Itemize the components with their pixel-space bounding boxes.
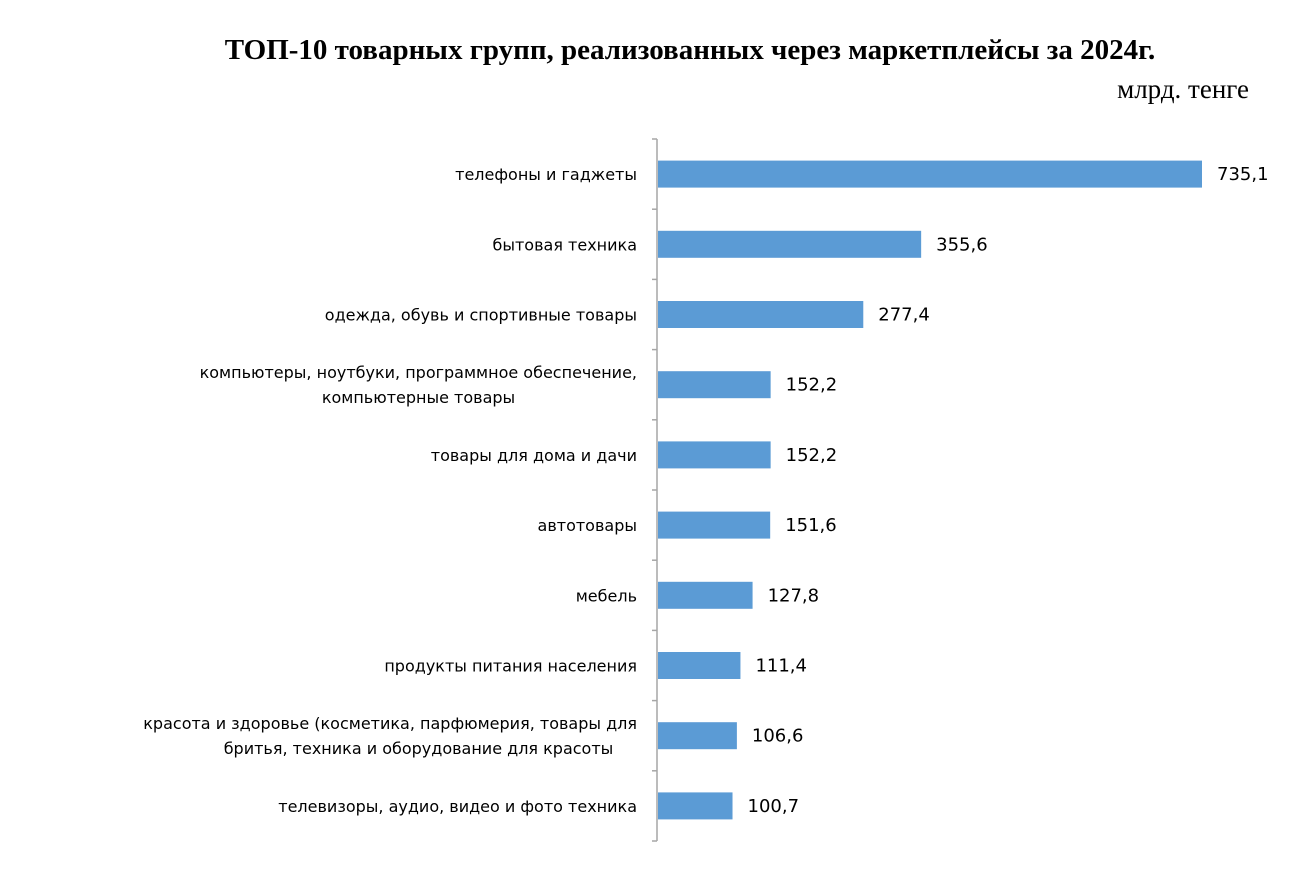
- bar: [658, 441, 771, 469]
- chart-title: ТОП-10 товарных групп, реализованных чер…: [224, 34, 1156, 66]
- category-label: телефоны и гаджеты: [455, 165, 637, 184]
- bar: [658, 511, 771, 539]
- bar: [658, 371, 771, 399]
- bar-value-label: 127,8: [768, 585, 820, 606]
- bar-value-label: 277,4: [878, 305, 930, 326]
- bar-value-label: 735,1: [1217, 164, 1269, 185]
- value-labels-group: 735,1 355,6 277,4 152,2 152,2 151,6 127,8 111,4…: [748, 164, 1269, 817]
- category-label: товары для дома и дачи: [431, 446, 637, 465]
- bar: [658, 301, 864, 328]
- bar-value-label: 355,6: [936, 234, 988, 255]
- bar: [658, 230, 922, 258]
- category-label: мебель: [576, 586, 637, 605]
- category-label: бытовая техника: [492, 235, 637, 254]
- category-labels-group: телефоны и гаджеты бытовая техника одежда,…: [143, 165, 637, 816]
- category-label: компьютерные товары: [322, 388, 515, 407]
- bar-value-label: 111,4: [755, 656, 807, 677]
- bar: [658, 722, 737, 750]
- category-label: одежда, обувь и спортивные товары: [325, 306, 637, 325]
- category-label: телевизоры, аудио, видео и фото техника: [278, 797, 637, 816]
- category-label: бритья, техника и оборудование для красо…: [224, 739, 614, 758]
- bar-value-label: 151,6: [785, 515, 837, 536]
- bar-value-label: 106,6: [752, 726, 804, 747]
- y-axis-group: [652, 138, 658, 842]
- category-label: автотовары: [538, 516, 637, 535]
- category-label: продукты питания населения: [384, 657, 637, 676]
- bar: [658, 160, 1202, 188]
- bars-group: [658, 160, 1202, 820]
- category-label: красота и здоровье (косметика, парфюмери…: [143, 714, 637, 733]
- bar-value-label: 100,7: [748, 796, 800, 817]
- bar: [658, 581, 753, 609]
- unit-label: млрд. тенге: [1117, 74, 1249, 104]
- bar-value-label: 152,2: [786, 445, 838, 466]
- category-label: компьютеры, ноутбуки, программное обеспе…: [200, 363, 637, 382]
- bar: [658, 792, 733, 820]
- bar: [658, 652, 741, 679]
- bar-value-label: 152,2: [786, 375, 838, 396]
